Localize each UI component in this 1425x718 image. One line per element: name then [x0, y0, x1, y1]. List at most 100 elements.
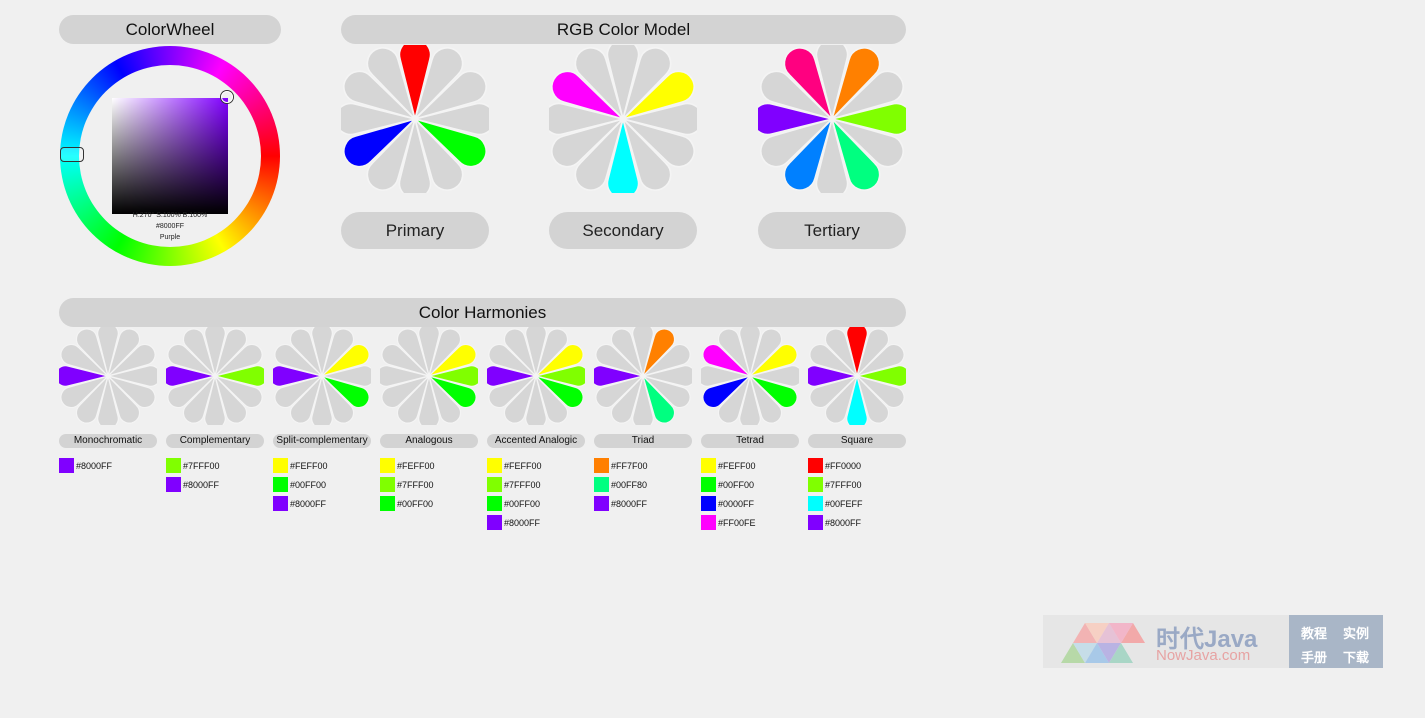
petal	[551, 118, 624, 168]
petal	[595, 375, 644, 409]
complementary-label[interactable]: Complementary	[166, 434, 264, 448]
color-swatch[interactable]	[273, 458, 288, 473]
swatch-hex: #7FFF00	[397, 479, 434, 490]
triad-label[interactable]: Triad	[594, 434, 692, 448]
petal	[311, 375, 333, 425]
primary-button[interactable]: Primary	[341, 212, 489, 249]
color-swatch[interactable]	[487, 477, 502, 492]
petal	[610, 328, 644, 377]
hex-readout: #8000FF	[155, 223, 185, 230]
petal	[749, 365, 799, 387]
swatch-row: #FEFF00	[487, 456, 585, 475]
color-swatch[interactable]	[487, 515, 502, 530]
petal-colored	[343, 118, 416, 168]
hue-handle[interactable]	[60, 147, 84, 162]
tetrad-label[interactable]: Tetrad	[701, 434, 799, 448]
swatch-row: #8000FF	[273, 494, 371, 513]
color-swatch[interactable]	[166, 477, 181, 492]
color-swatch[interactable]	[380, 496, 395, 511]
swatch-row: #8000FF	[487, 513, 585, 532]
petal	[418, 327, 440, 377]
swatch-hex: #FF7F00	[611, 460, 648, 471]
petal	[739, 375, 761, 425]
secondary-flower	[549, 45, 697, 193]
petal	[214, 343, 263, 377]
petal	[381, 343, 430, 377]
petal-colored	[398, 45, 432, 120]
color-swatch[interactable]	[701, 458, 716, 473]
color-swatch[interactable]	[166, 458, 181, 473]
color-swatch[interactable]	[380, 458, 395, 473]
swatch-hex: #00FF00	[718, 479, 755, 490]
petal-colored	[702, 375, 751, 409]
color-swatch[interactable]	[701, 515, 716, 530]
petal	[274, 343, 323, 377]
swatch-row: #FF00FE	[701, 513, 799, 532]
watermark-url: NowJava.com	[1156, 647, 1251, 664]
color-swatch[interactable]	[487, 458, 502, 473]
saturation-brightness-handle[interactable]	[221, 91, 233, 103]
tertiary-button[interactable]: Tertiary	[758, 212, 906, 249]
petal-colored	[166, 365, 216, 387]
swatch-row: #FEFF00	[701, 456, 799, 475]
split-complementary-label[interactable]: Split-complementary	[273, 434, 371, 448]
petal	[204, 327, 226, 377]
petal	[632, 375, 654, 425]
petal-colored	[622, 70, 695, 120]
swatch-row: #00FEFF	[808, 494, 906, 513]
petal	[418, 375, 440, 425]
swatch-row: #00FF00	[701, 475, 799, 494]
petal	[60, 343, 109, 377]
petal	[535, 328, 569, 377]
petal	[739, 327, 761, 377]
color-swatch[interactable]	[701, 496, 716, 511]
accented-analogic-label[interactable]: Accented Analogic	[487, 434, 585, 448]
secondary-button[interactable]: Secondary	[549, 212, 697, 249]
petal	[214, 375, 263, 409]
watermark-link-tutorial[interactable]: 教程	[1301, 626, 1328, 641]
petal-colored	[783, 47, 833, 120]
color-swatch[interactable]	[594, 458, 609, 473]
color-swatch[interactable]	[273, 496, 288, 511]
nowjava-watermark[interactable]: 时代Java NowJava.com 教程 实例 手册 下载	[1043, 615, 1383, 668]
watermark-link-manual[interactable]: 手册	[1301, 650, 1328, 665]
swatch-row: #8000FF	[59, 456, 157, 475]
petal	[824, 375, 858, 424]
swatch-hex: #00FF00	[504, 498, 541, 509]
watermark-link-examples[interactable]: 实例	[1343, 626, 1370, 641]
petal	[398, 118, 432, 193]
analogous-label[interactable]: Analogous	[380, 434, 478, 448]
swatch-row: #FF7F00	[594, 456, 692, 475]
color-swatch[interactable]	[273, 477, 288, 492]
petal-colored	[428, 375, 477, 409]
color-swatch[interactable]	[594, 496, 609, 511]
petal-colored	[214, 365, 264, 387]
tertiary-flower	[758, 45, 906, 193]
swatch-hex: #00FF00	[397, 498, 434, 509]
petal	[535, 375, 569, 424]
petal	[204, 375, 226, 425]
color-swatch[interactable]	[59, 458, 74, 473]
color-swatch[interactable]	[808, 515, 823, 530]
petal	[642, 375, 691, 409]
petal	[760, 70, 833, 120]
color-swatch[interactable]	[808, 458, 823, 473]
square-label[interactable]: Square	[808, 434, 906, 448]
swatch-row: #8000FF	[808, 513, 906, 532]
color-swatch[interactable]	[594, 477, 609, 492]
saturation-brightness-square[interactable]	[112, 98, 228, 214]
swatch-row: #00FF80	[594, 475, 692, 494]
petal	[428, 328, 462, 377]
watermark-link-download[interactable]: 下载	[1343, 650, 1370, 665]
color-swatch[interactable]	[487, 496, 502, 511]
swatch-hex: #7FFF00	[825, 479, 862, 490]
petal	[856, 375, 905, 409]
color-swatch[interactable]	[701, 477, 716, 492]
monochromatic-label[interactable]: Monochromatic	[59, 434, 157, 448]
color-swatch[interactable]	[380, 477, 395, 492]
swatch-row: #FEFF00	[273, 456, 371, 475]
color-swatch[interactable]	[808, 477, 823, 492]
swatch-row: #FEFF00	[380, 456, 478, 475]
color-swatch[interactable]	[808, 496, 823, 511]
color-wheel[interactable]: H:270° S:100% B:100% #8000FF Purple	[60, 46, 280, 266]
